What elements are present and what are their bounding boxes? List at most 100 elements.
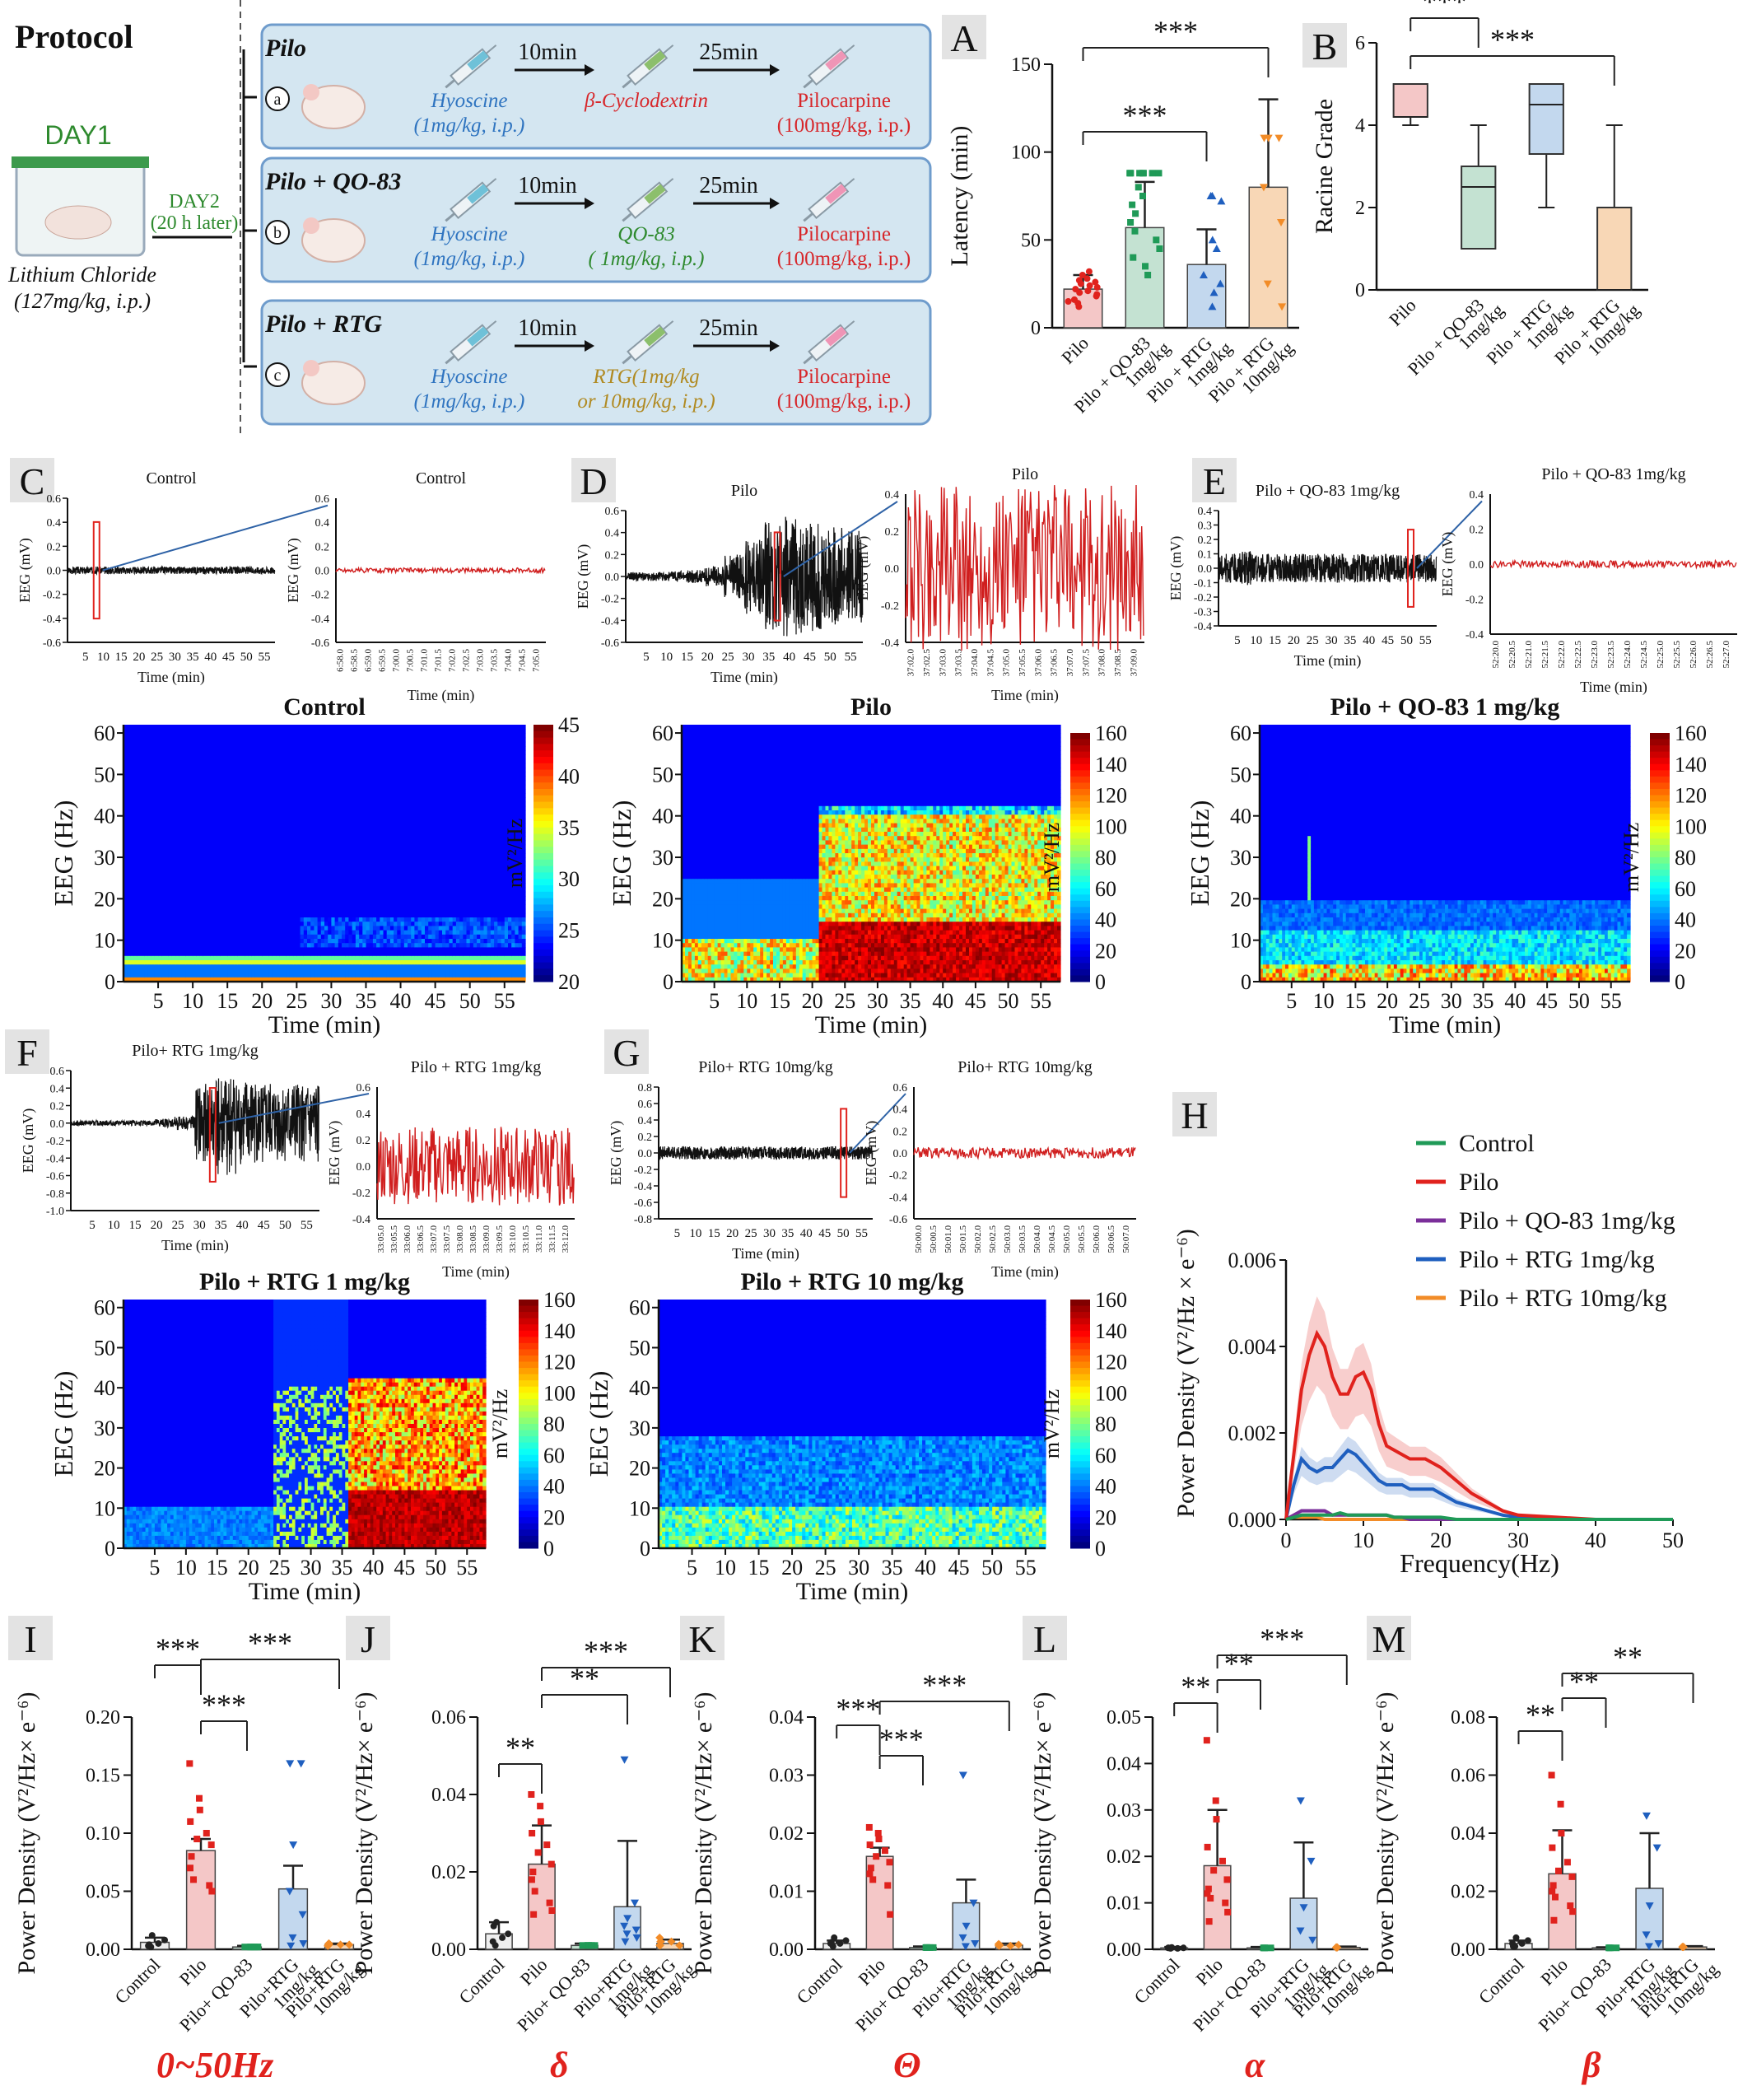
spectrogram-cell [213,935,217,940]
row-letter: a [274,91,282,109]
spectrogram-cell [203,939,207,944]
spectrogram-cell [273,814,277,819]
spectrogram-cell [342,896,346,901]
spectrogram-cell [310,725,315,730]
spectrogram-cell [324,849,328,854]
spectrogram-cell [207,729,211,734]
spectrogram-cell [266,824,270,828]
spectrogram-cell [241,746,245,751]
spectrogram-cell [318,750,322,755]
spectrogram-cell [304,973,308,978]
spectrogram-cell [331,913,335,918]
spectrogram-cell [221,828,225,833]
spectrogram-cell [259,870,263,875]
spectrogram-cell [147,824,151,828]
spectrogram-cell [348,956,352,961]
spectrogram-cell [196,973,200,978]
spectrogram-cell [155,763,159,768]
spectrogram-cell [324,750,328,755]
spectrogram-cell [127,810,131,815]
spectrogram-cell [241,870,245,875]
spectrogram-cell [301,866,305,871]
spectrogram-cell [273,947,277,952]
zoom-x-tick-label: 6:59.0 [364,649,374,672]
spectrogram-cell [310,922,315,926]
spectrogram-cell [276,750,280,755]
spectrogram-cell [210,729,214,734]
spectrogram-cell [342,750,346,755]
spectrogram-cell [318,926,322,931]
spectrogram-cell [134,861,138,866]
spectrogram-cell [338,789,342,794]
spectrogram-cell [307,883,311,888]
spectrogram-cell [287,926,291,931]
spectrogram-cell [196,840,200,845]
spectrogram-cell [314,763,318,768]
spectrogram-cell [227,943,231,948]
data-point [1155,170,1162,176]
spectrogram-cell [266,875,270,880]
spectrogram-cell [290,900,294,905]
spectrogram-cell [179,746,183,751]
spectrogram-cell [127,960,131,965]
spectrogram-cell [235,729,239,734]
spectrogram-cell [134,802,138,807]
spectrogram-cell [283,888,287,893]
spectrogram-cell [248,785,252,790]
spectrogram-cell [151,853,156,858]
spectrogram-cell [161,879,165,884]
spectrogram-cell [345,738,349,743]
spectrogram-cell [141,926,145,931]
spectrogram-cell [287,742,291,747]
spectrogram-cell [318,824,322,828]
spectrogram-cell [318,789,322,794]
spectrogram-cell [252,960,256,965]
spectrogram-cell [307,810,311,815]
spectrogram-cell [252,793,256,798]
spectrogram-cell [259,802,263,807]
spectrogram-cell [200,785,204,790]
spectrogram-cell [290,883,294,888]
spectrogram-cell [283,879,287,884]
spectrogram-cell [137,879,142,884]
spectrogram-cell [279,904,283,909]
spectrogram-cell [151,814,156,819]
spectrogram-cell [304,964,308,969]
spectrogram-cell [266,968,270,973]
spectrogram-cell [259,776,263,781]
x-axis-label: Time (min) [732,1245,799,1262]
zoom-x-tick-label: 7:02.0 [448,649,458,672]
spectrogram-cell [276,939,280,944]
spectrogram-cell [172,750,176,755]
spectrogram-cell [172,857,176,862]
spectrogram-cell [304,819,308,824]
spectrogram-cell [318,746,322,751]
spectrogram-cell [328,883,332,888]
spectrogram-cell [335,725,339,730]
x-tick-label: 15 [681,651,693,664]
spectrogram-cell [179,738,183,743]
spectrogram-cell [210,960,214,965]
spectrogram-cell [359,917,363,922]
spectrogram-cell [231,729,235,734]
spectrogram-cell [338,926,342,931]
spectrogram-cell [321,797,325,802]
spectrogram-cell [304,824,308,828]
spectrogram-cell [259,909,263,914]
spectrogram-cell [359,802,363,807]
spectrogram-cell [310,849,315,854]
spectrogram-cell [200,742,204,747]
chart-A: 050100150Latency (min)PiloPilo + QO-831m… [946,15,1299,417]
spectrogram-cell [362,849,366,854]
spectrogram-cell [266,952,270,957]
spectrogram-cell [362,892,366,897]
spectrogram-cell [331,943,335,948]
dose3-label: (100mg/kg, i.p.) [777,390,911,413]
spectrogram-cell [224,866,228,871]
spectrogram-cell [144,806,148,811]
spectrogram-cell [189,725,193,730]
spectrogram-cell [338,772,342,777]
spectrogram-cell [287,725,291,730]
spectrogram-cell [359,742,363,747]
row-letter: c [274,366,282,385]
